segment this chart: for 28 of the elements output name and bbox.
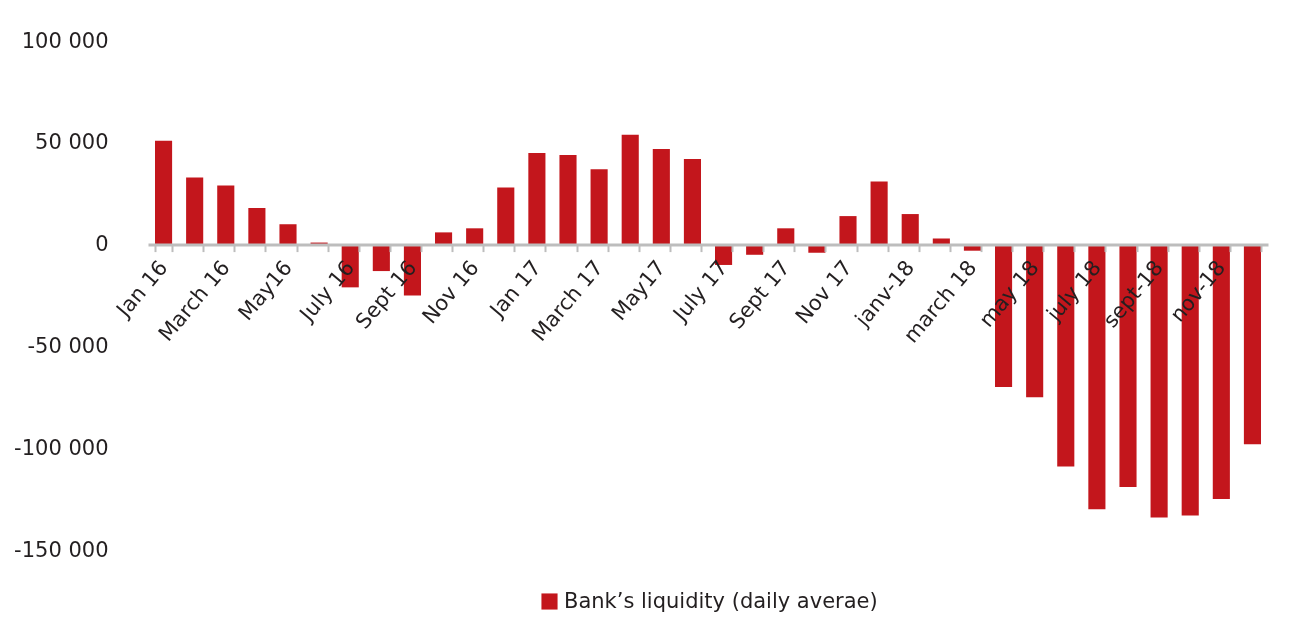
bar xyxy=(559,155,577,245)
bar xyxy=(155,140,173,245)
bar xyxy=(621,134,639,245)
bar xyxy=(652,148,670,245)
bar xyxy=(1243,244,1261,445)
bar xyxy=(777,228,795,245)
bar xyxy=(279,224,297,245)
bar xyxy=(870,181,888,245)
y-tick-label: 100 000 xyxy=(21,28,109,53)
bar xyxy=(683,159,701,245)
bar xyxy=(839,216,857,245)
bar xyxy=(217,185,235,245)
bar xyxy=(590,169,608,245)
bar xyxy=(466,228,484,245)
bar xyxy=(435,232,453,245)
y-tick-label: -100 000 xyxy=(14,435,109,460)
y-tick-label: 0 xyxy=(95,232,109,257)
y-tick-label: -50 000 xyxy=(27,333,109,358)
bar xyxy=(901,214,919,245)
bar xyxy=(248,207,266,245)
legend-label: Bank’s liquidity (daily averae) xyxy=(564,588,878,613)
bar xyxy=(186,177,204,245)
bar xyxy=(372,244,390,272)
y-tick-label: -150 000 xyxy=(14,537,109,562)
bar xyxy=(497,187,515,245)
bar xyxy=(528,152,546,245)
bar xyxy=(932,238,950,245)
y-tick-label: 50 000 xyxy=(35,130,109,155)
